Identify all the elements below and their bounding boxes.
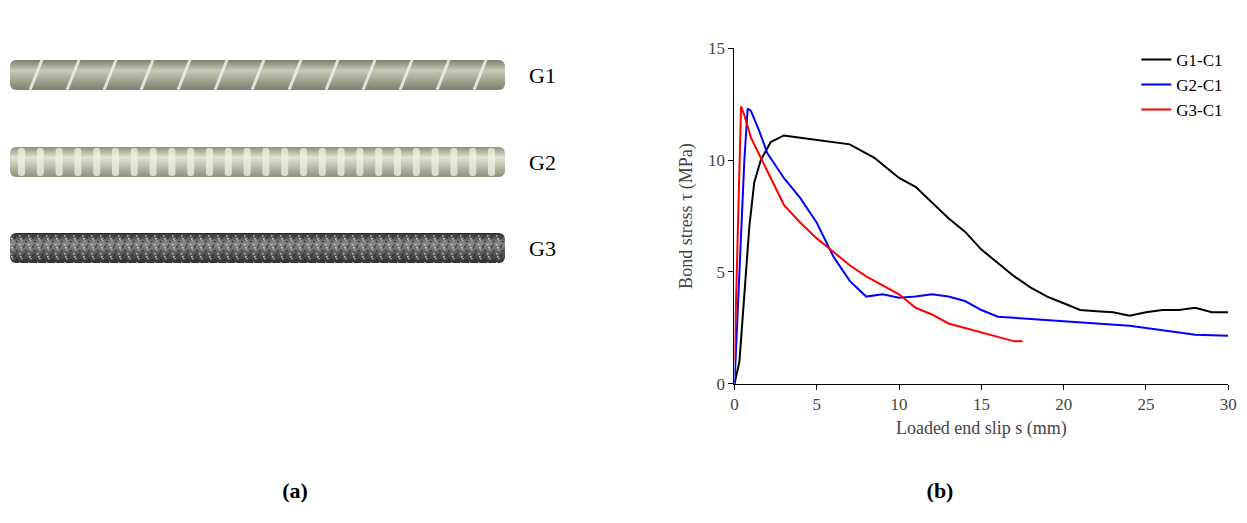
svg-text:10: 10 <box>708 151 725 170</box>
html-text:(a): (a) <box>282 478 308 503</box>
html-text:(b): (b) <box>926 478 954 503</box>
svg-text:30: 30 <box>1220 395 1237 414</box>
svg-text:10: 10 <box>891 395 908 414</box>
svg-text:15: 15 <box>973 395 990 414</box>
svg-text:G1: G1 <box>529 63 556 88</box>
svg-text:Bond stress τ (MPa): Bond stress τ (MPa) <box>676 143 697 289</box>
svg-text:G2: G2 <box>529 150 556 175</box>
svg-text:0: 0 <box>717 375 726 394</box>
svg-text:5: 5 <box>813 395 822 414</box>
svg-text:G2-C1: G2-C1 <box>1176 76 1222 95</box>
svg-text:20: 20 <box>1055 395 1072 414</box>
svg-text:25: 25 <box>1137 395 1154 414</box>
svg-text:G3-C1: G3-C1 <box>1176 101 1222 120</box>
svg-text:5: 5 <box>717 263 726 282</box>
svg-text:0: 0 <box>730 395 739 414</box>
svg-text:G3: G3 <box>529 236 556 261</box>
svg-text:15: 15 <box>708 39 725 58</box>
svg-text:Loaded end slip s (mm): Loaded end slip s (mm) <box>896 418 1067 439</box>
svg-text:G1-C1: G1-C1 <box>1176 51 1222 70</box>
